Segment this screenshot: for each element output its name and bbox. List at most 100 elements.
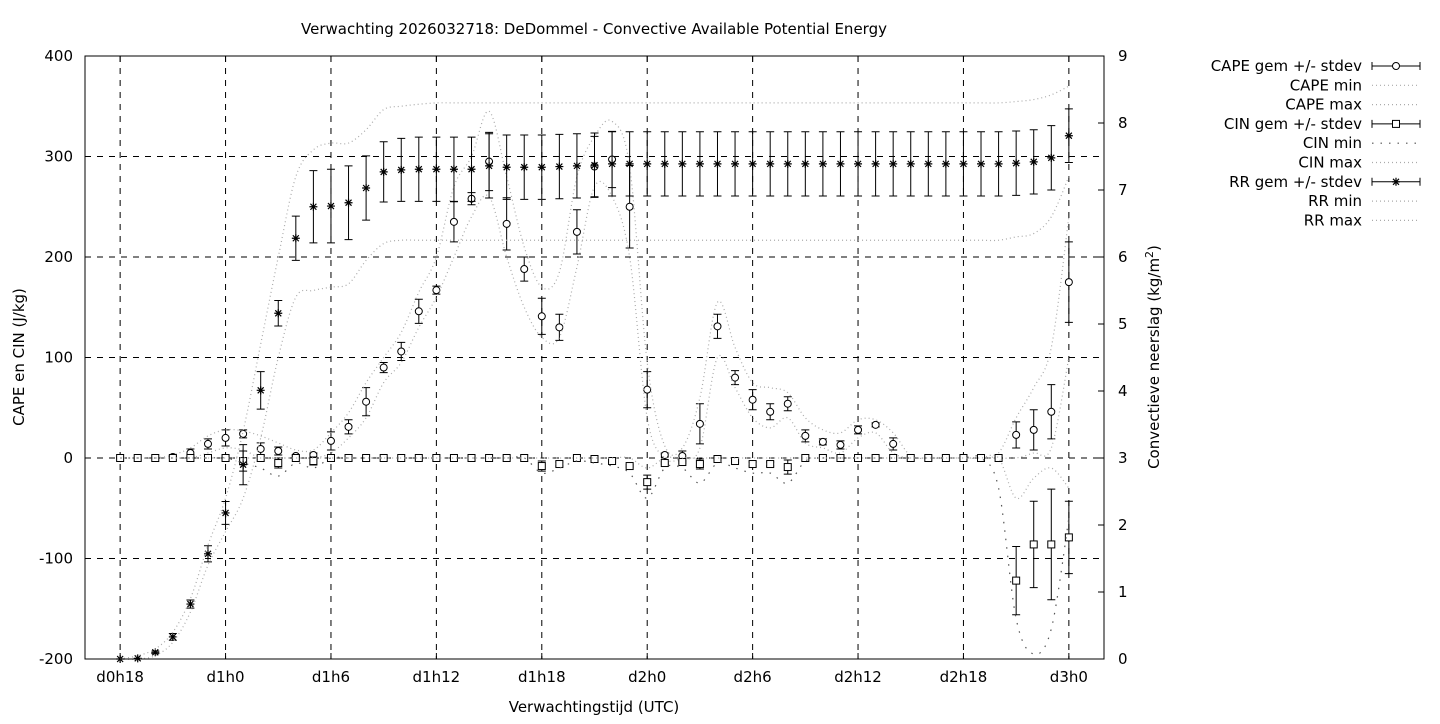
legend-label: RR min: [1308, 192, 1362, 210]
data-point: [397, 347, 406, 356]
data-point: [608, 159, 617, 168]
plot-frame: [84, 55, 1105, 660]
y2-tick-label: 7: [1118, 181, 1128, 199]
data-point: [432, 165, 441, 174]
x-tick-label: d0h18: [96, 668, 144, 686]
data-point: [1064, 278, 1073, 287]
data-point: [871, 420, 880, 429]
data-point: [590, 455, 599, 464]
y-tick-label: 200: [44, 248, 73, 266]
data-point: [467, 165, 476, 174]
x-axis-label: Verwachtingstijd (UTC): [509, 698, 680, 716]
y-tick-label: 0: [63, 449, 73, 467]
data-point: [291, 234, 300, 243]
legend-label: CIN max: [1298, 154, 1362, 172]
series-rr-min: [120, 176, 1070, 660]
data-point: [994, 454, 1003, 462]
data-point: [695, 159, 704, 168]
y-tick-label: 400: [44, 47, 73, 65]
y-tick-label: -100: [39, 550, 73, 568]
data-point: [362, 454, 371, 462]
data-point: [344, 198, 353, 207]
y2-tick-label: 3: [1118, 449, 1128, 467]
data-point: [871, 159, 880, 168]
series-rr-gem-stdev: [116, 108, 1073, 663]
data-point: [502, 163, 511, 172]
data-point: [186, 454, 195, 462]
y2-tick-label: 8: [1118, 114, 1128, 132]
data-point: [362, 183, 371, 192]
data-point: [748, 159, 757, 168]
data-point: [941, 159, 950, 168]
data-point: [748, 460, 757, 469]
x-tick-label: d3h0: [1050, 668, 1088, 686]
data-point: [889, 159, 898, 168]
data-point: [1047, 407, 1056, 416]
data-point: [221, 433, 230, 442]
y2-tick-label: 1: [1118, 583, 1128, 601]
series-curve: [120, 110, 1070, 460]
series-curve: [120, 180, 1070, 462]
data-point: [520, 265, 529, 274]
data-point: [274, 459, 283, 468]
data-point: [590, 161, 599, 170]
data-point: [572, 161, 581, 170]
series-layer: [116, 85, 1073, 663]
data-point: [555, 162, 564, 171]
x-tick-label: d2h0: [628, 668, 666, 686]
data-point: [924, 454, 933, 462]
data-point: [133, 654, 142, 663]
data-point: [344, 422, 353, 431]
series-curve: [120, 454, 1070, 500]
data-point: [502, 454, 511, 462]
data-point: [274, 309, 283, 318]
series-curve: [120, 176, 1070, 660]
data-point: [643, 159, 652, 168]
x-tick-label: d1h0: [206, 668, 244, 686]
data-point: [748, 395, 757, 404]
data-point: [239, 460, 248, 469]
data-point: [678, 458, 687, 467]
data-point: [625, 202, 634, 211]
data-point: [537, 462, 546, 471]
y-tick-label: 300: [44, 148, 73, 166]
data-point: [449, 217, 458, 226]
data-point: [801, 431, 810, 440]
data-point: [889, 454, 898, 462]
data-point: [643, 478, 652, 487]
data-point: [502, 219, 511, 228]
data-point: [660, 459, 669, 468]
data-point: [695, 460, 704, 469]
y2-tick-label: 4: [1118, 382, 1128, 400]
legend-label: RR gem +/- stdev: [1229, 173, 1362, 191]
data-point: [397, 165, 406, 174]
data-point: [1064, 533, 1073, 542]
y2-tick-label: 2: [1118, 516, 1128, 534]
data-point: [836, 159, 845, 168]
x-tick-label: d1h12: [413, 668, 461, 686]
data-point: [432, 286, 441, 295]
x-tick-label: d2h6: [734, 668, 772, 686]
data-point: [959, 159, 968, 168]
y-tick-label: 100: [44, 349, 73, 367]
data-point: [713, 455, 722, 464]
x-tick-label: d1h18: [518, 668, 566, 686]
data-point: [854, 159, 863, 168]
data-point: [274, 446, 283, 455]
axis-ticks: d0h18 d1h0 d1h6 d1h12 d1h18 d2h0 d2h6 d2h12 d2h1…: [39, 47, 1128, 686]
data-point: [414, 165, 423, 174]
x-tick-label: d2h18: [940, 668, 988, 686]
data-point: [520, 163, 529, 172]
data-point: [555, 323, 564, 332]
data-point: [678, 159, 687, 168]
data-point: [572, 227, 581, 236]
data-point: [151, 648, 160, 657]
data-point: [766, 460, 775, 469]
y2-tick-label: 9: [1118, 47, 1128, 65]
data-point: [1029, 540, 1038, 549]
data-point: [449, 165, 458, 174]
data-point: [379, 363, 388, 372]
data-point: [783, 399, 792, 408]
series-curve: [120, 455, 1070, 655]
data-point: [203, 439, 212, 448]
